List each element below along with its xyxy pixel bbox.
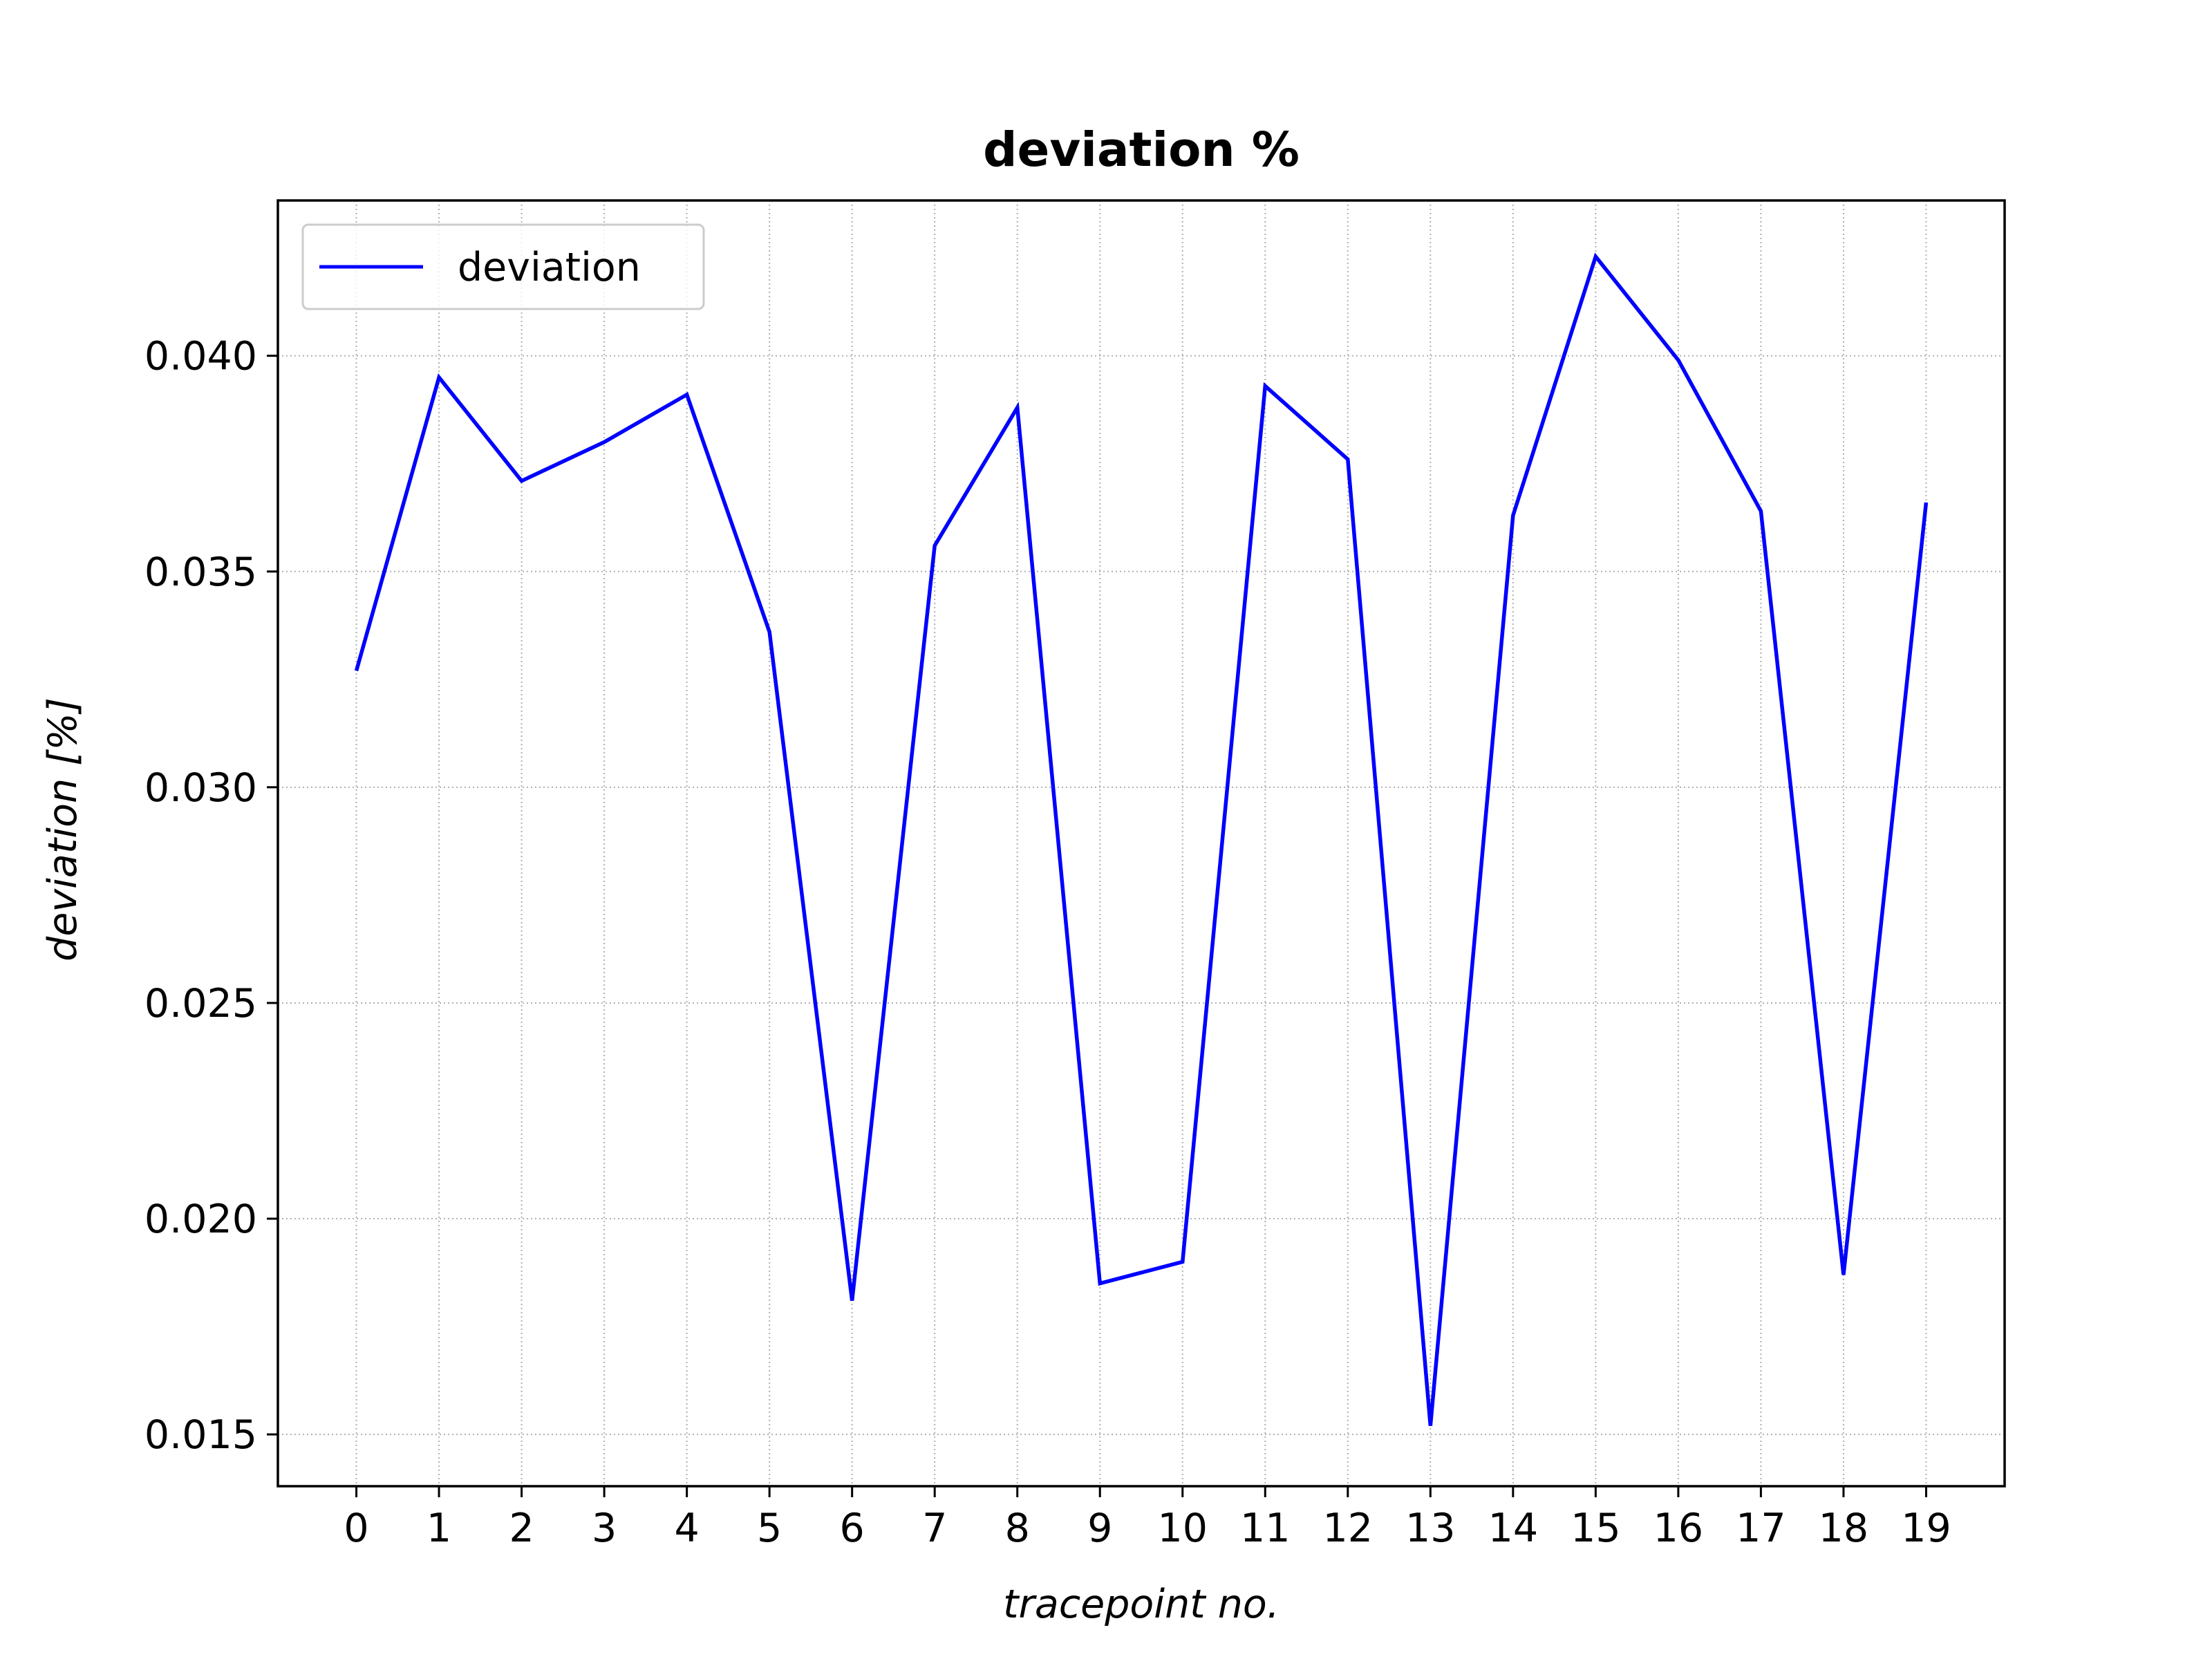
x-tick-label: 13: [1405, 1506, 1456, 1551]
y-tick-label: 0.015: [144, 1412, 257, 1458]
x-tick-label: 15: [1571, 1506, 1621, 1551]
x-tick-label: 18: [1819, 1506, 1869, 1551]
x-tick-label: 14: [1488, 1506, 1539, 1551]
y-tick-label: 0.020: [144, 1197, 257, 1242]
x-tick-label: 8: [1005, 1506, 1030, 1551]
y-axis-title: deviation [%]: [40, 697, 86, 962]
legend-label: deviation: [458, 245, 641, 290]
y-tick-label: 0.040: [144, 334, 257, 379]
x-tick-label: 10: [1157, 1506, 1208, 1551]
legend-box: [301, 223, 705, 310]
x-tick-label: 17: [1736, 1506, 1786, 1551]
x-tick-label: 19: [1901, 1506, 1951, 1551]
y-tick-label: 0.030: [144, 765, 257, 811]
x-tick-label: 16: [1653, 1506, 1704, 1551]
gridlines: [278, 200, 2005, 1486]
x-axis-title: tracepoint no.: [1003, 1582, 1280, 1627]
x-tick-label: 2: [509, 1506, 534, 1551]
series-layer: [354, 252, 1929, 1426]
plot-frame: [276, 199, 2006, 1488]
x-tick-label: 5: [757, 1506, 782, 1551]
x-tick-label: 6: [840, 1506, 865, 1551]
chart-title: deviation %: [983, 122, 1300, 178]
x-tick-label: 11: [1240, 1506, 1291, 1551]
y-tick-label: 0.035: [144, 550, 257, 595]
legend: deviation: [301, 223, 705, 310]
x-tick-label: 3: [592, 1506, 617, 1551]
x-tick-label: 4: [674, 1506, 699, 1551]
axis-ticks: 0 1 2 3 4 5 6 7 8 9 10 11 12 13 14 15 16 17 18 190.0150.020…: [144, 334, 1951, 1551]
x-tick-label: 0: [344, 1506, 368, 1551]
x-tick-label: 7: [922, 1506, 947, 1551]
series-line-deviation: [354, 252, 1929, 1426]
x-tick-label: 1: [427, 1506, 451, 1551]
x-tick-label: 9: [1087, 1506, 1112, 1551]
y-tick-label: 0.025: [144, 981, 257, 1027]
x-tick-label: 12: [1323, 1506, 1374, 1551]
